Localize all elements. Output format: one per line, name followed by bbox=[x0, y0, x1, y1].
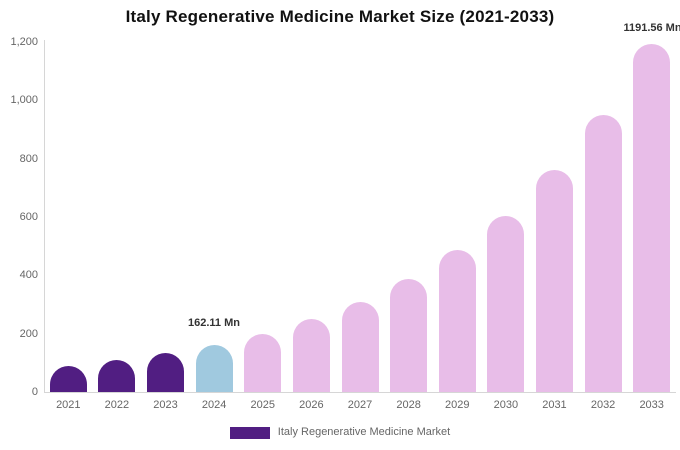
y-tick-1,200: 1,200 bbox=[10, 36, 38, 48]
bar-2029[interactable] bbox=[438, 249, 476, 392]
y-tick-200: 200 bbox=[19, 327, 38, 340]
bar-2033[interactable] bbox=[633, 44, 671, 392]
y-tick-400: 400 bbox=[19, 269, 38, 282]
x-tick-2030: 2030 bbox=[493, 399, 519, 411]
y-tick-0: 0 bbox=[31, 386, 38, 398]
bar-2024[interactable] bbox=[195, 344, 233, 392]
bar-2026[interactable] bbox=[292, 319, 330, 392]
x-tick-2028: 2028 bbox=[396, 399, 421, 411]
bar-2030[interactable] bbox=[487, 215, 525, 392]
chart-title: Italy Regenerative Medicine Market Size … bbox=[125, 7, 555, 26]
bar-2021[interactable] bbox=[49, 365, 87, 392]
legend-item[interactable]: Italy Regenerative Medicine Market bbox=[0, 426, 680, 439]
x-tick-2025: 2025 bbox=[250, 399, 275, 411]
x-tick-2033: 2033 bbox=[639, 399, 664, 411]
y-tick-1,000: 1,000 bbox=[10, 94, 38, 107]
x-tick-2022: 2022 bbox=[104, 399, 130, 411]
x-tick-2027: 2027 bbox=[347, 399, 373, 411]
x-tick-2029: 2029 bbox=[444, 399, 470, 411]
x-tick-2024: 2024 bbox=[201, 399, 227, 411]
x-tick-2021: 2021 bbox=[56, 399, 81, 411]
x-tick-2026: 2026 bbox=[299, 399, 324, 411]
bar-2025[interactable] bbox=[244, 333, 282, 392]
y-tick-800: 800 bbox=[19, 152, 38, 165]
bar-2028[interactable] bbox=[390, 278, 428, 392]
x-tick-2031: 2031 bbox=[542, 399, 567, 411]
bar-2022[interactable] bbox=[98, 359, 136, 392]
legend-label: Italy Regenerative Medicine Market bbox=[277, 426, 451, 438]
bar-2027[interactable] bbox=[341, 301, 379, 392]
legend-swatch bbox=[229, 426, 270, 439]
bar-2031[interactable] bbox=[535, 170, 573, 392]
annotation-2033-value: 1191.56 Mn bbox=[623, 22, 680, 34]
bar-2032[interactable] bbox=[584, 114, 622, 392]
x-tick-2023: 2023 bbox=[153, 399, 178, 411]
annotation-2024-value: 162.11 Mn bbox=[188, 317, 240, 329]
y-tick-600: 600 bbox=[19, 211, 38, 223]
x-tick-2032: 2032 bbox=[590, 399, 616, 411]
y-axis-line bbox=[44, 40, 45, 392]
bar-2023[interactable] bbox=[147, 353, 185, 392]
x-axis-line bbox=[44, 392, 676, 393]
